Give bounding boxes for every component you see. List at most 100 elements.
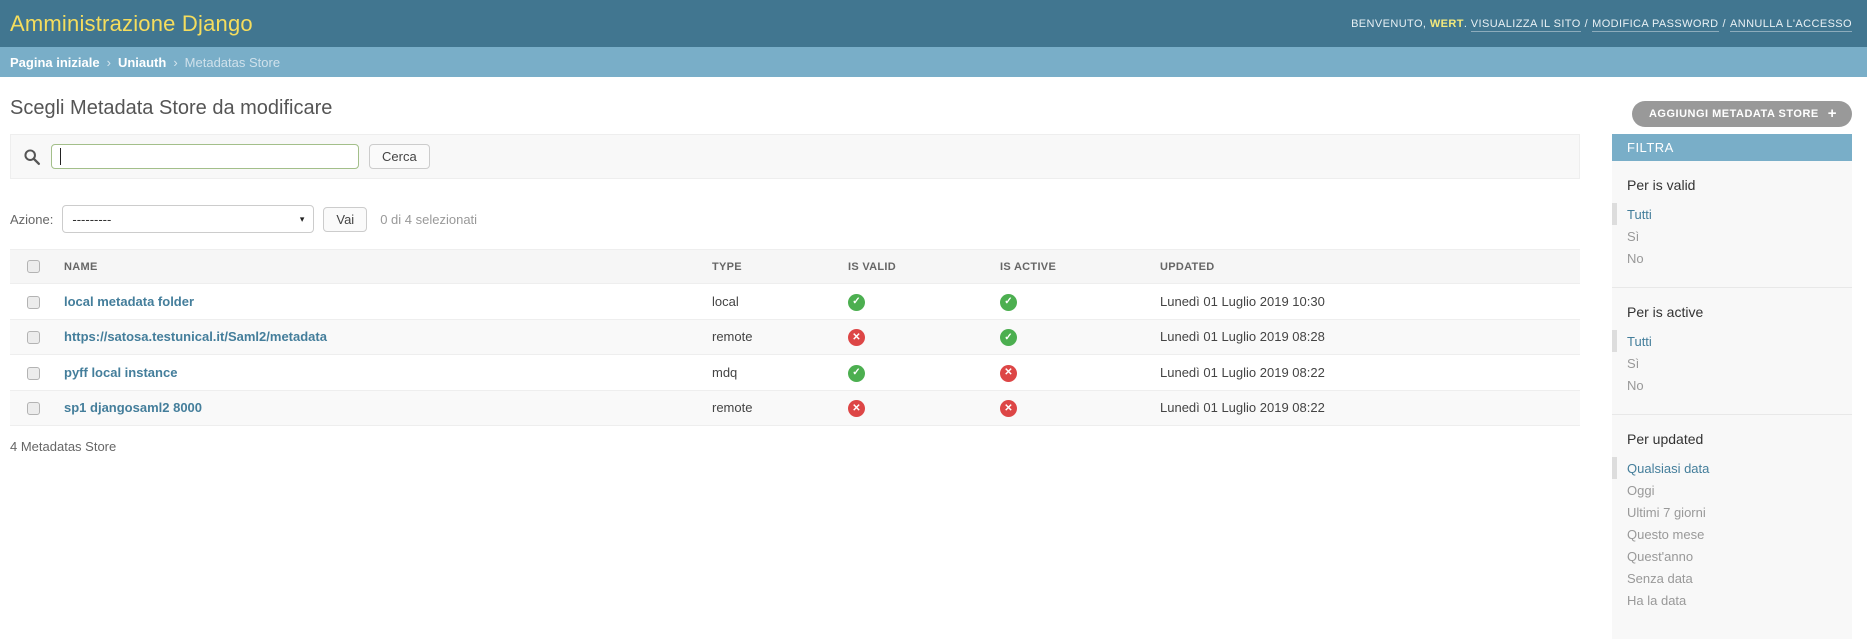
row-checkbox[interactable] [27, 366, 40, 380]
active-cell: ✕ [990, 390, 1150, 426]
search-icon [23, 148, 41, 166]
name-cell: local metadata folder [54, 283, 702, 320]
check-icon: ✓ [848, 364, 865, 382]
row-name-link[interactable]: sp1 djangosaml2 8000 [64, 400, 203, 416]
row-checkbox[interactable] [27, 331, 40, 345]
site-title[interactable]: Amministrazione Django [10, 10, 253, 36]
name-cell: pyff local instance [54, 354, 702, 391]
updated-cell: Lunedì 01 Luglio 2019 10:30 [1150, 283, 1580, 320]
breadcrumb-current: Metadatas Store [184, 55, 281, 70]
user-tools-link[interactable]: MODIFICA PASSWORD [1592, 17, 1719, 32]
filter-option: Qualsiasi data [1612, 457, 1852, 479]
username-suffix: . [1463, 17, 1468, 30]
search-input[interactable] [51, 144, 359, 169]
breadcrumb-link[interactable]: Pagina iniziale [10, 55, 100, 70]
column-header[interactable]: TYPE [702, 249, 838, 284]
search-button[interactable]: Cerca [369, 144, 430, 169]
cross-icon: ✕ [848, 329, 865, 346]
filter-option: Tutti [1612, 330, 1852, 352]
breadcrumb: Pagina iniziale › Uniauth › Metadatas Store [0, 47, 1867, 77]
user-tools: BENVENUTO, WERT. VISUALIZZA IL SITO / MODI… [1351, 17, 1852, 32]
changelist-main: Cerca Azione: --------- ▾ Vai 0 di 4 sel… [10, 134, 1580, 467]
row-checkbox-cell [10, 390, 54, 426]
dropdown-arrow-icon: ▾ [299, 213, 305, 224]
filter-option: Ha la data [1612, 589, 1852, 611]
column-header[interactable]: UPDATED [1150, 249, 1580, 284]
filter-option: Ultimi 7 giorni [1612, 501, 1852, 523]
updated-cell: Lunedì 01 Luglio 2019 08:28 [1150, 319, 1580, 355]
admin-header: Amministrazione Django BENVENUTO, WERT. … [0, 0, 1867, 47]
column-header[interactable]: NAME [54, 249, 702, 284]
row-checkbox-cell [10, 354, 54, 391]
user-tools-separator: / [1722, 17, 1726, 30]
action-select[interactable]: --------- ▾ [62, 205, 315, 233]
text-caret [60, 148, 61, 165]
cross-icon: ✕ [848, 400, 865, 417]
user-tools-link[interactable]: VISUALIZZA IL SITO [1470, 17, 1581, 32]
filter-option-link[interactable]: Tutti [1627, 333, 1652, 349]
row-name-link[interactable]: https://satosa.testunical.it/Saml2/metad… [64, 329, 327, 345]
filter-option-link[interactable]: Senza data [1627, 570, 1693, 586]
row-checkbox[interactable] [27, 402, 40, 416]
filter-sections: Per is valid Tutti Sì No Per is active Tutti S… [1612, 177, 1852, 629]
type-cell: local [702, 283, 838, 320]
filter-option-link[interactable]: Sì [1627, 355, 1640, 371]
check-icon: ✓ [1000, 293, 1017, 311]
row-name-link[interactable]: local metadata folder [64, 293, 195, 309]
filter-section: Per is active Tutti Sì No [1612, 304, 1852, 415]
filter-option-link[interactable]: Oggi [1627, 482, 1655, 498]
table-row: local metadata folder local ✓ ✓ Lunedì 01 Lu… [10, 283, 1580, 320]
name-cell: sp1 djangosaml2 8000 [54, 390, 702, 426]
row-checkbox[interactable] [27, 295, 40, 309]
filter-option: No [1612, 374, 1852, 396]
filter-option-link[interactable]: Questo mese [1627, 526, 1705, 542]
filter-option: No [1612, 247, 1852, 269]
filter-option-link[interactable]: Tutti [1627, 206, 1652, 222]
updated-cell: Lunedì 01 Luglio 2019 08:22 [1150, 390, 1580, 426]
user-tools-separator: / [1584, 17, 1589, 30]
type-cell: remote [702, 390, 838, 426]
valid-cell: ✕ [838, 319, 990, 355]
object-tools: AGGIUNGI METADATA STORE + [1631, 100, 1852, 127]
valid-cell: ✓ [838, 354, 990, 391]
active-cell: ✓ [990, 319, 1150, 355]
add-metadata-store-button[interactable]: AGGIUNGI METADATA STORE + [1631, 100, 1852, 127]
page-title: Scegli Metadata Store da modificare [10, 97, 333, 119]
valid-cell: ✕ [838, 390, 990, 426]
row-name-link[interactable]: pyff local instance [64, 364, 178, 380]
type-cell: mdq [702, 354, 838, 391]
filter-option-link[interactable]: No [1627, 250, 1644, 266]
valid-cell: ✓ [838, 283, 990, 320]
action-selected-option: --------- [72, 211, 112, 227]
filter-sidebar: FILTRA Per is valid Tutti Sì No Per is activ… [1612, 134, 1852, 639]
cross-icon: ✕ [1000, 400, 1017, 417]
table-row: https://satosa.testunical.it/Saml2/metad… [10, 319, 1580, 355]
filter-option-link[interactable]: Quest'anno [1627, 548, 1694, 564]
plus-icon: + [1827, 104, 1837, 122]
filter-heading: Per is active [1627, 304, 1704, 320]
filter-option-link[interactable]: Sì [1627, 228, 1640, 244]
filter-option-link[interactable]: Ultimi 7 giorni [1627, 504, 1706, 520]
filter-option: Sì [1612, 352, 1852, 374]
table-row: pyff local instance mdq ✓ ✕ Lunedì 01 Luglio… [10, 354, 1580, 391]
column-header[interactable]: IS ACTIVE [990, 249, 1150, 284]
breadcrumb-separator: › [173, 55, 178, 70]
check-icon: ✓ [1000, 329, 1017, 346]
go-button[interactable]: Vai [323, 206, 368, 232]
column-header[interactable]: IS VALID [838, 249, 990, 284]
filter-option-link[interactable]: Ha la data [1627, 592, 1687, 608]
user-tools-link[interactable]: ANNULLA L'ACCESSO [1730, 17, 1852, 32]
filter-option-link[interactable]: Qualsiasi data [1627, 460, 1710, 476]
filter-option-link[interactable]: No [1627, 377, 1644, 393]
result-table-body: local metadata folder local ✓ ✓ Lunedì 01 Lu… [10, 283, 1580, 426]
row-checkbox-cell [10, 319, 54, 355]
filter-option: Questo mese [1612, 523, 1852, 545]
active-cell: ✕ [990, 354, 1150, 391]
breadcrumb-link[interactable]: Uniauth [117, 55, 167, 70]
name-cell: https://satosa.testunical.it/Saml2/metad… [54, 319, 702, 355]
select-all-checkbox[interactable] [27, 260, 40, 273]
updated-cell: Lunedì 01 Luglio 2019 08:22 [1150, 354, 1580, 391]
table-row: sp1 djangosaml2 8000 remote ✕ ✕ Lunedì 01 Lu… [10, 390, 1580, 426]
result-count: 4 Metadatas Store [10, 439, 117, 454]
user-tools-links: VISUALIZZA IL SITO / MODIFICA PASSWORD / ANN… [1470, 17, 1852, 32]
